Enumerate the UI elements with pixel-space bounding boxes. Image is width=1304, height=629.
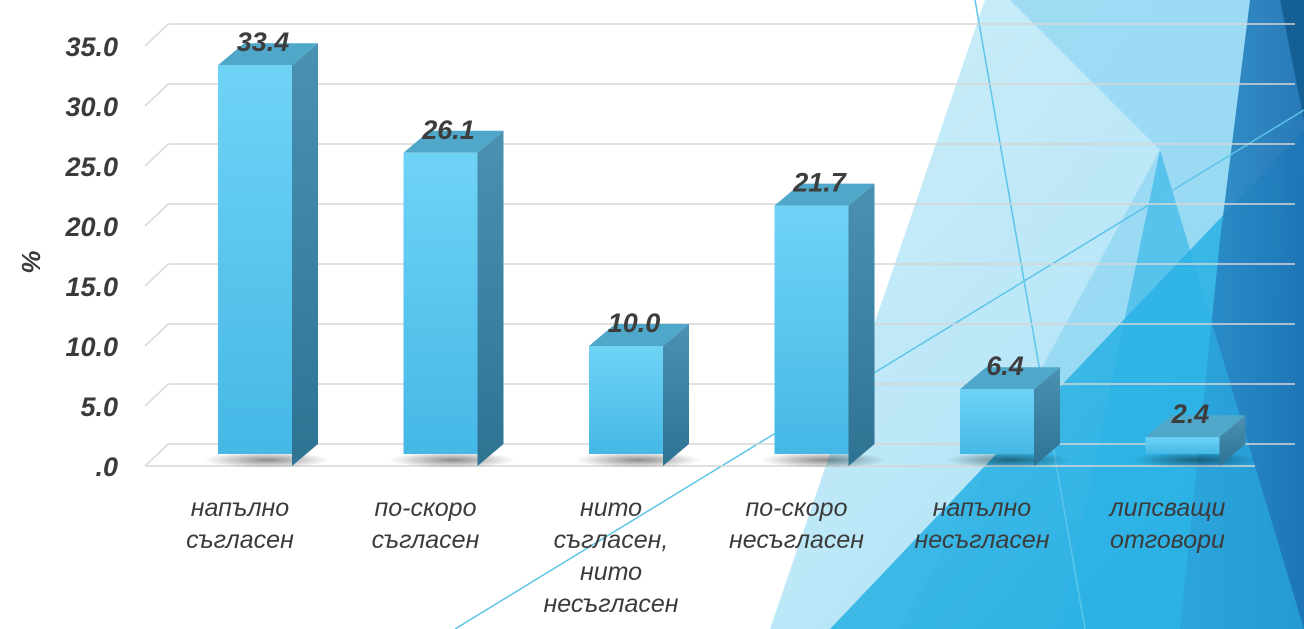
- bars: 33.4 26.1 10.0 21.7 6.4 2.4: [204, 27, 1258, 468]
- y-tick-label: 30.0: [65, 92, 118, 122]
- bar-shadow: [760, 452, 887, 468]
- bar-top: [960, 367, 1060, 390]
- category-label: липсващи отговори: [1108, 494, 1226, 554]
- y-tick-label: 20.0: [64, 212, 118, 242]
- bar-top: [589, 324, 689, 346]
- bar-front: [774, 205, 849, 454]
- bar-4: 21.7: [760, 168, 887, 468]
- category-label: нито съгласен, нито несъгласен: [543, 494, 678, 618]
- category-label: напълно съгласен: [186, 494, 294, 554]
- bar-shadow: [946, 452, 1072, 468]
- grid-diagonal: [144, 23, 169, 47]
- y-tick-label: 35.0: [65, 32, 118, 62]
- bar-2: 26.1: [389, 115, 516, 468]
- grid-diagonal: [144, 143, 169, 167]
- y-tick-label: 10.0: [65, 332, 118, 362]
- data-label: 6.4: [986, 351, 1024, 381]
- bar-top: [774, 183, 875, 206]
- bar-shadow: [389, 452, 516, 468]
- grid-diagonal: [144, 203, 169, 227]
- data-label: 21.7: [792, 168, 848, 198]
- bar-front: [218, 65, 292, 454]
- bar-side: [1219, 415, 1246, 466]
- bar-side: [1034, 367, 1060, 466]
- bar-side: [848, 183, 875, 466]
- bar-5: 6.4: [946, 351, 1072, 468]
- y-tick-label: 5.0: [80, 392, 118, 422]
- bar-top: [218, 43, 318, 66]
- data-label: 26.1: [421, 115, 475, 145]
- bar-1: 33.4: [204, 27, 330, 468]
- y-axis-ticks: .0 5.0 10.0 15.0 20.0 25.0 30.0 35.0: [64, 32, 118, 482]
- bar-3: 10.0: [575, 308, 701, 468]
- bar-top: [403, 130, 504, 153]
- grid-diagonal: [144, 383, 169, 407]
- y-tick-label: .0: [95, 452, 118, 482]
- data-label: 10.0: [608, 308, 661, 338]
- bar-shadow: [204, 452, 330, 468]
- data-label: 2.4: [1171, 399, 1210, 429]
- bar-side: [477, 130, 504, 467]
- bar-top: [1145, 415, 1246, 438]
- data-label: 33.4: [237, 27, 290, 57]
- grid-diagonal: [144, 443, 169, 467]
- bar-front: [960, 389, 1034, 454]
- bar-side: [663, 324, 689, 466]
- grid-lines: [144, 23, 1295, 467]
- category-label: по-скоро несъгласен: [729, 494, 864, 554]
- grid-diagonal: [144, 263, 169, 287]
- bar-side: [292, 43, 318, 466]
- bar-front: [589, 346, 663, 454]
- background-decoration: [454, 0, 1304, 629]
- y-tick-label: 25.0: [64, 152, 118, 182]
- grid-diagonal: [144, 323, 169, 347]
- bar-front: [1145, 437, 1220, 454]
- y-axis-label: %: [16, 250, 46, 273]
- category-label: по-скоро съгласен: [372, 494, 480, 554]
- bar-shadow: [1131, 452, 1258, 468]
- category-label: напълно несъгласен: [914, 494, 1049, 554]
- y-tick-label: 15.0: [65, 272, 118, 302]
- category-labels: напълно съгласен по-скоро съгласен нито съгла…: [186, 494, 1225, 618]
- bar-shadow: [575, 452, 701, 468]
- bar-front: [403, 152, 478, 455]
- bar-6: 2.4: [1131, 399, 1258, 468]
- grid-diagonal: [144, 83, 169, 107]
